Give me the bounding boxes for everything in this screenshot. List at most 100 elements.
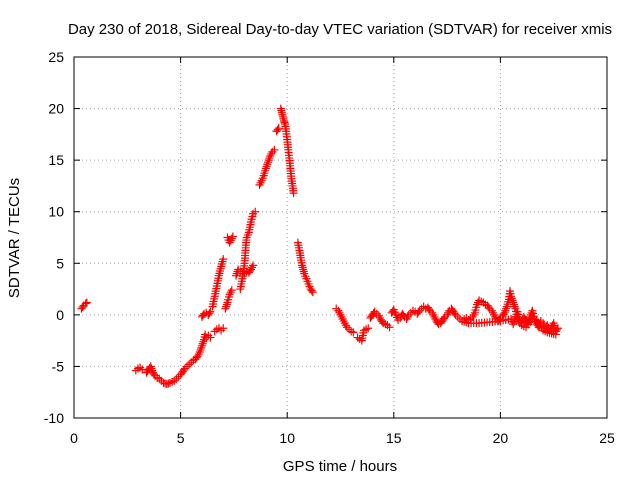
y-tick-label: 5 — [56, 255, 64, 271]
data-point — [147, 364, 156, 373]
x-tick-label: 20 — [493, 430, 509, 446]
data-point — [232, 271, 241, 280]
data-point — [221, 304, 230, 313]
data-point — [255, 180, 264, 189]
data-point — [507, 294, 516, 303]
data-point — [429, 310, 438, 319]
x-tick-label: 0 — [70, 430, 78, 446]
data-point — [227, 234, 236, 243]
data-point — [553, 324, 562, 333]
data-point — [222, 300, 231, 309]
data-point — [227, 286, 236, 295]
data-point — [256, 178, 265, 187]
data-point — [274, 124, 283, 133]
y-tick-labels: -10 -5 0 5 10 15 20 25 — [44, 49, 64, 426]
data-point — [270, 145, 279, 154]
x-tick-labels: 0 5 10 15 20 25 — [70, 430, 615, 446]
chart-title: Day 230 of 2018, Sidereal Day-to-day VTE… — [68, 21, 612, 38]
data-point — [468, 312, 477, 321]
data-point — [262, 162, 271, 171]
data-point — [364, 324, 373, 333]
data-point — [487, 306, 496, 315]
plot-frame — [73, 56, 608, 419]
data-point — [273, 125, 282, 134]
y-tick-label: 25 — [48, 49, 64, 65]
y-tick-label: -5 — [52, 358, 65, 374]
data-point — [374, 311, 383, 320]
data-point — [524, 317, 533, 326]
data-point — [443, 310, 452, 319]
data-point — [264, 156, 273, 165]
y-tick-label: 20 — [48, 101, 64, 117]
data-point — [226, 288, 235, 297]
data-point — [194, 350, 203, 359]
x-tick-label: 15 — [386, 430, 402, 446]
data-point — [490, 310, 499, 319]
data-point — [81, 299, 90, 308]
data-point — [469, 310, 478, 319]
x-tick-label: 10 — [279, 430, 295, 446]
data-point — [336, 310, 345, 319]
x-axis-label: GPS time / hours — [283, 458, 397, 475]
data-point — [248, 263, 257, 272]
data-point — [501, 306, 510, 315]
data-point — [225, 290, 234, 299]
data-point — [197, 341, 206, 350]
data-point — [500, 308, 509, 317]
data-point — [403, 312, 412, 321]
data-point — [385, 323, 394, 332]
data-point — [263, 160, 272, 169]
data-point — [337, 312, 346, 321]
data-point — [206, 333, 215, 342]
data-point — [246, 265, 255, 274]
data-point — [193, 352, 202, 361]
data-point — [264, 158, 273, 167]
data-point — [82, 298, 91, 307]
data-point — [195, 347, 204, 356]
data-point — [228, 232, 237, 241]
data-point — [199, 337, 208, 346]
data-point — [341, 321, 350, 330]
data-point — [226, 236, 235, 245]
y-tick-label: -10 — [44, 410, 64, 426]
data-point — [198, 339, 207, 348]
data-point — [510, 302, 519, 311]
data-point — [402, 314, 411, 323]
data-point — [206, 307, 215, 316]
data-point — [146, 362, 155, 371]
data-point — [225, 238, 234, 247]
data-point — [251, 207, 260, 216]
y-tick-label: 10 — [48, 204, 64, 220]
x-tick-label: 5 — [177, 430, 185, 446]
y-tick-label: 0 — [56, 307, 64, 323]
data-point — [266, 152, 275, 161]
data-point — [222, 302, 231, 311]
data-point — [148, 366, 157, 375]
data-point — [509, 298, 518, 307]
data-point — [509, 300, 518, 309]
data-point — [334, 306, 343, 315]
data-point — [508, 296, 517, 305]
data-point — [265, 154, 274, 163]
data-point — [219, 324, 228, 333]
data-point — [430, 312, 439, 321]
y-axis-label: SDTVAR / TECUs — [6, 178, 23, 298]
data-point — [289, 189, 298, 198]
data-point — [205, 309, 214, 318]
data-point — [219, 255, 228, 264]
data-point — [307, 286, 316, 295]
axis-ticks — [73, 56, 608, 419]
data-point — [340, 319, 349, 328]
data-point — [502, 304, 511, 313]
data-point — [335, 308, 344, 317]
data-point — [196, 345, 205, 354]
data-point — [472, 300, 481, 309]
data-point — [488, 308, 497, 317]
data-point — [249, 261, 258, 270]
data-point — [267, 149, 276, 158]
data-point — [551, 330, 560, 339]
data-point — [338, 314, 347, 323]
data-point — [507, 292, 516, 301]
